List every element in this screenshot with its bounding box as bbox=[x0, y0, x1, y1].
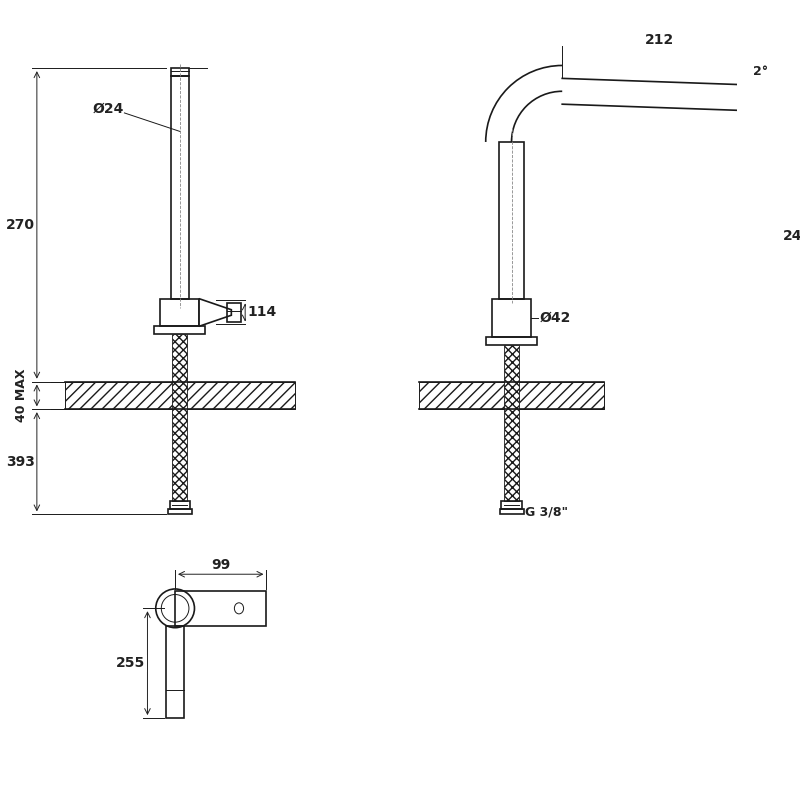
Text: Ø24: Ø24 bbox=[92, 102, 123, 115]
Bar bbox=[499, 509, 523, 514]
Text: Ø42: Ø42 bbox=[540, 311, 571, 325]
Text: 40 MAX: 40 MAX bbox=[14, 369, 28, 422]
Text: 241: 241 bbox=[782, 230, 800, 243]
Bar bbox=[168, 509, 192, 514]
Bar bbox=[160, 298, 199, 326]
Bar bbox=[419, 382, 604, 410]
Bar bbox=[226, 303, 241, 322]
Text: 393: 393 bbox=[6, 454, 34, 469]
Bar bbox=[170, 502, 190, 509]
Bar bbox=[170, 76, 189, 298]
Bar bbox=[170, 68, 189, 76]
Bar bbox=[175, 591, 266, 626]
Bar bbox=[486, 338, 537, 345]
Text: 2°: 2° bbox=[753, 65, 768, 78]
Bar bbox=[492, 298, 531, 338]
Bar bbox=[504, 345, 519, 502]
Text: 255: 255 bbox=[116, 656, 146, 670]
Polygon shape bbox=[199, 298, 231, 326]
Bar bbox=[154, 326, 205, 334]
Text: 270: 270 bbox=[6, 218, 34, 232]
Bar bbox=[744, 111, 758, 116]
Text: 114: 114 bbox=[247, 306, 276, 319]
Text: G 3/8": G 3/8" bbox=[526, 505, 569, 518]
Bar bbox=[166, 626, 184, 718]
Bar bbox=[172, 334, 187, 502]
Circle shape bbox=[162, 594, 189, 622]
Bar bbox=[498, 142, 525, 298]
Bar bbox=[65, 382, 295, 410]
Ellipse shape bbox=[234, 602, 243, 614]
Circle shape bbox=[156, 589, 194, 628]
Text: 99: 99 bbox=[211, 558, 230, 572]
Bar bbox=[502, 502, 522, 509]
Text: 212: 212 bbox=[646, 33, 674, 46]
